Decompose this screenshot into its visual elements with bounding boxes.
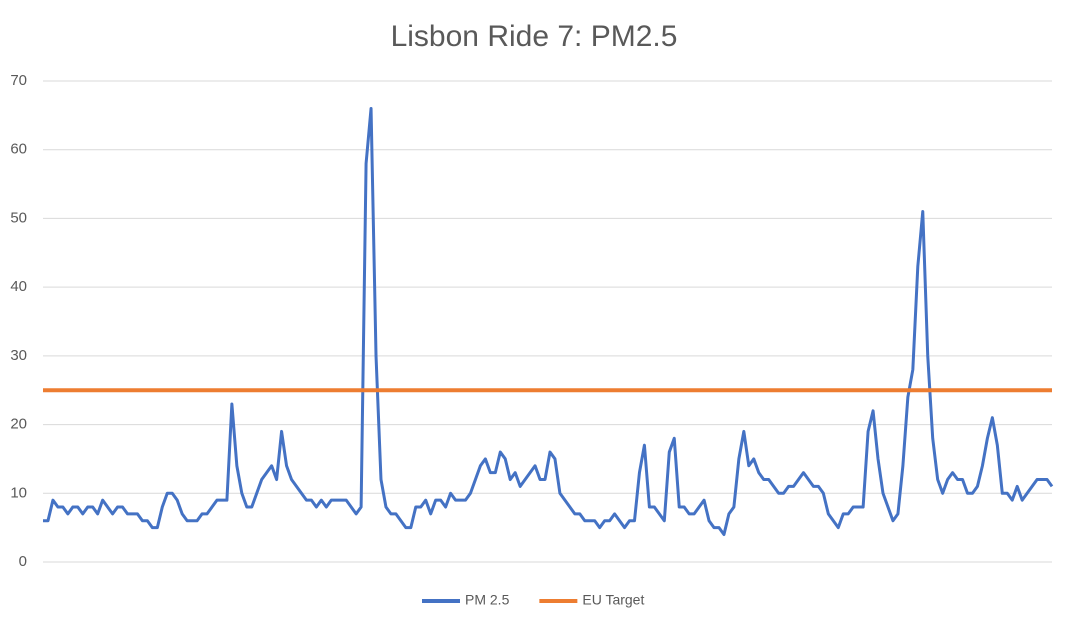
y-tick-label: 20 xyxy=(10,416,27,433)
data-line xyxy=(43,106,1054,537)
y-tick-label: 40 xyxy=(10,278,27,295)
y-tick-label: 50 xyxy=(10,209,27,226)
y-tick-label: 10 xyxy=(10,484,27,501)
y-tick-label: 60 xyxy=(10,141,27,158)
y-tick-label: 30 xyxy=(10,347,27,364)
chart-title: Lisbon Ride 7: PM2.5 xyxy=(391,20,678,53)
y-tick-label: 0 xyxy=(19,553,27,570)
legend-label: PM 2.5 xyxy=(465,592,510,608)
legend-label: EU Target xyxy=(582,592,644,608)
y-tick-label: 70 xyxy=(10,72,27,89)
